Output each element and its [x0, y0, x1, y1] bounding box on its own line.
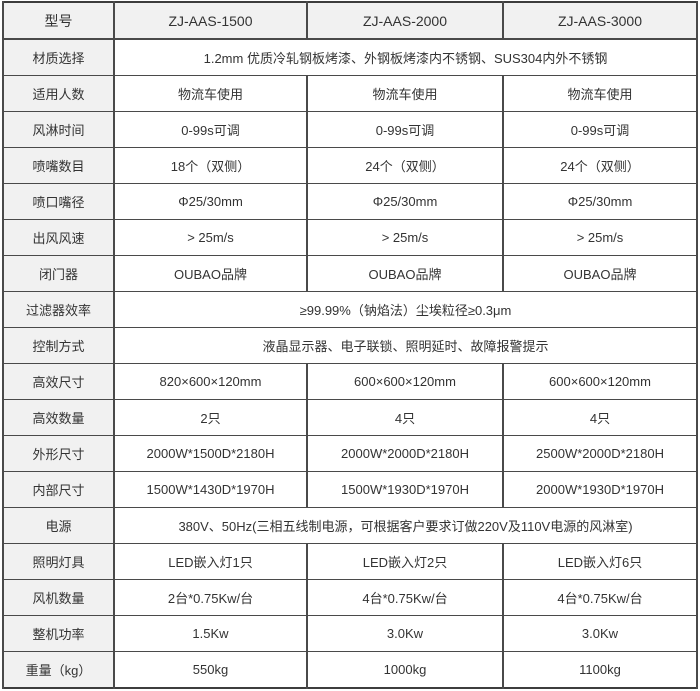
spec-row: 控制方式 液晶显示器、电子联锁、照明延时、故障报警提示 [2, 327, 698, 364]
row-value: 2只 [113, 399, 308, 436]
row-value: 2000W*2000D*2180H [306, 435, 504, 472]
spec-row: 喷嘴数目 18个（双侧） 24个（双侧） 24个（双侧） [2, 147, 698, 184]
row-label: 重量（kg） [2, 651, 115, 689]
spec-row: 出风风速 > 25m/s > 25m/s > 25m/s [2, 219, 698, 256]
row-value: 物流车使用 [502, 75, 698, 112]
row-value-span: ≥99.99%（钠焰法）尘埃粒径≥0.3μm [113, 291, 698, 328]
row-value: LED嵌入灯6只 [502, 543, 698, 580]
row-value: 1100kg [502, 651, 698, 689]
row-value: 2500W*2000D*2180H [502, 435, 698, 472]
row-value: 1.5Kw [113, 615, 308, 652]
spec-row: 适用人数 物流车使用 物流车使用 物流车使用 [2, 75, 698, 112]
row-value: > 25m/s [306, 219, 504, 256]
model-name: ZJ-AAS-3000 [502, 1, 698, 40]
row-value: 2台*0.75Kw/台 [113, 579, 308, 616]
row-label: 适用人数 [2, 75, 115, 112]
row-label: 内部尺寸 [2, 471, 115, 508]
row-value: 0-99s可调 [306, 111, 504, 148]
row-label: 风淋时间 [2, 111, 115, 148]
row-value-span: 380V、50Hz(三相五线制电源，可根据客户要求订做220V及110V电源的风… [113, 507, 698, 544]
row-label: 高效数量 [2, 399, 115, 436]
row-value: LED嵌入灯2只 [306, 543, 504, 580]
row-value: 4只 [306, 399, 504, 436]
row-value: OUBAO品牌 [502, 255, 698, 292]
row-value: 物流车使用 [306, 75, 504, 112]
model-column-title: 型号 [2, 1, 115, 40]
row-value: Φ25/30mm [306, 183, 504, 220]
row-value: 550kg [113, 651, 308, 689]
row-value: 600×600×120mm [502, 363, 698, 400]
spec-row: 内部尺寸 1500W*1430D*1970H 1500W*1930D*1970H 20… [2, 471, 698, 508]
row-value: OUBAO品牌 [113, 255, 308, 292]
row-value: 1500W*1930D*1970H [306, 471, 504, 508]
row-value: 600×600×120mm [306, 363, 504, 400]
row-label: 闭门器 [2, 255, 115, 292]
row-value: 1500W*1430D*1970H [113, 471, 308, 508]
row-label: 整机功率 [2, 615, 115, 652]
spec-row: 重量（kg） 550kg 1000kg 1100kg [2, 651, 698, 689]
spec-header-row: 型号 ZJ-AAS-1500 ZJ-AAS-2000 ZJ-AAS-3000 [2, 1, 698, 40]
spec-row: 材质选择 1.2mm 优质冷轧钢板烤漆、外钢板烤漆内不锈钢、SUS304内外不锈钢 [2, 38, 698, 76]
row-label: 风机数量 [2, 579, 115, 616]
row-value: Φ25/30mm [502, 183, 698, 220]
row-label: 外形尺寸 [2, 435, 115, 472]
row-value: 24个（双侧） [502, 147, 698, 184]
row-label: 照明灯具 [2, 543, 115, 580]
row-value: 4台*0.75Kw/台 [306, 579, 504, 616]
row-value: > 25m/s [113, 219, 308, 256]
row-label: 喷口嘴径 [2, 183, 115, 220]
spec-row: 闭门器 OUBAO品牌 OUBAO品牌 OUBAO品牌 [2, 255, 698, 292]
row-value: 4只 [502, 399, 698, 436]
row-value: 3.0Kw [306, 615, 504, 652]
row-value: Φ25/30mm [113, 183, 308, 220]
row-value-span: 液晶显示器、电子联锁、照明延时、故障报警提示 [113, 327, 698, 364]
row-value: 2000W*1930D*1970H [502, 471, 698, 508]
model-name: ZJ-AAS-2000 [306, 1, 504, 40]
spec-row: 照明灯具 LED嵌入灯1只 LED嵌入灯2只 LED嵌入灯6只 [2, 543, 698, 580]
row-label: 高效尺寸 [2, 363, 115, 400]
row-label: 喷嘴数目 [2, 147, 115, 184]
spec-row: 高效数量 2只 4只 4只 [2, 399, 698, 436]
spec-row: 风机数量 2台*0.75Kw/台 4台*0.75Kw/台 4台*0.75Kw/台 [2, 579, 698, 616]
row-value: 3.0Kw [502, 615, 698, 652]
row-label: 控制方式 [2, 327, 115, 364]
spec-row: 过滤器效率 ≥99.99%（钠焰法）尘埃粒径≥0.3μm [2, 291, 698, 328]
row-label: 出风风速 [2, 219, 115, 256]
row-value: LED嵌入灯1只 [113, 543, 308, 580]
row-value-span: 1.2mm 优质冷轧钢板烤漆、外钢板烤漆内不锈钢、SUS304内外不锈钢 [113, 38, 698, 76]
spec-row: 外形尺寸 2000W*1500D*2180H 2000W*2000D*2180H 25… [2, 435, 698, 472]
spec-row: 电源 380V、50Hz(三相五线制电源，可根据客户要求订做220V及110V电源… [2, 507, 698, 544]
row-label: 电源 [2, 507, 115, 544]
row-value: 24个（双侧） [306, 147, 504, 184]
row-value: 18个（双侧） [113, 147, 308, 184]
model-name: ZJ-AAS-1500 [113, 1, 308, 40]
row-label: 过滤器效率 [2, 291, 115, 328]
spec-row: 喷口嘴径 Φ25/30mm Φ25/30mm Φ25/30mm [2, 183, 698, 220]
row-value: OUBAO品牌 [306, 255, 504, 292]
row-value: 0-99s可调 [113, 111, 308, 148]
spec-row: 整机功率 1.5Kw 3.0Kw 3.0Kw [2, 615, 698, 652]
spec-row: 风淋时间 0-99s可调 0-99s可调 0-99s可调 [2, 111, 698, 148]
row-value: 2000W*1500D*2180H [113, 435, 308, 472]
row-label: 材质选择 [2, 38, 115, 76]
row-value: > 25m/s [502, 219, 698, 256]
row-value: 4台*0.75Kw/台 [502, 579, 698, 616]
row-value: 物流车使用 [113, 75, 308, 112]
spec-row: 高效尺寸 820×600×120mm 600×600×120mm 600×600×12… [2, 363, 698, 400]
row-value: 820×600×120mm [113, 363, 308, 400]
row-value: 1000kg [306, 651, 504, 689]
row-value: 0-99s可调 [502, 111, 698, 148]
